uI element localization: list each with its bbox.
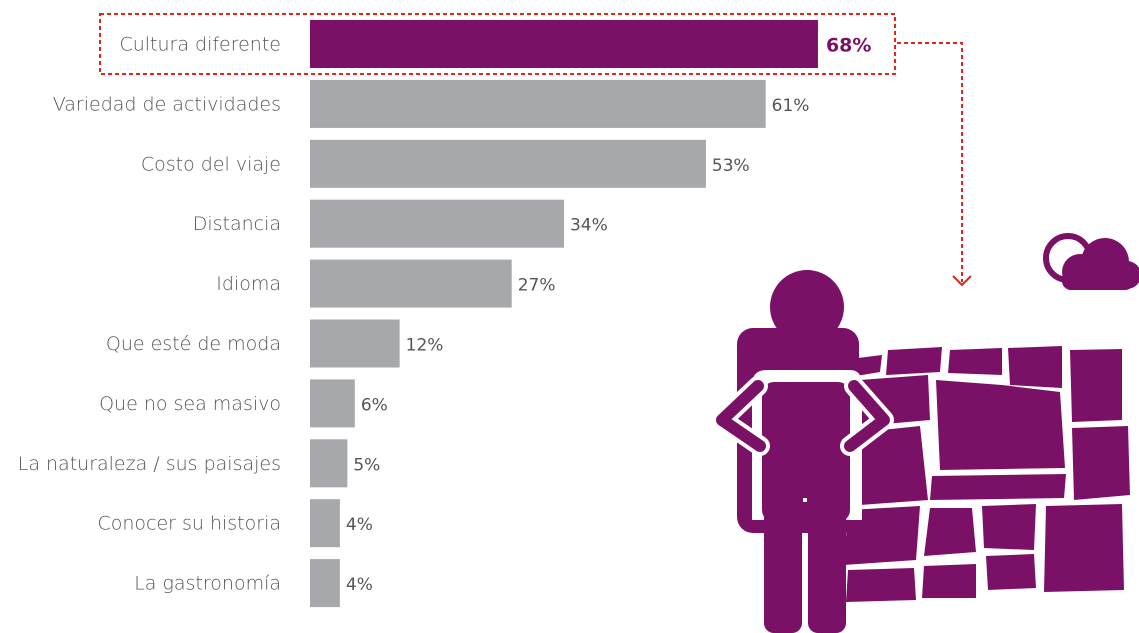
value-label: 61% — [772, 96, 810, 116]
value-label: 68% — [826, 35, 871, 57]
value-label: 53% — [712, 156, 750, 176]
category-label: La gastronomía — [134, 573, 281, 595]
category-label: Distancia — [193, 213, 281, 235]
category-label: La naturaleza / sus paisajes — [18, 453, 281, 475]
bar — [310, 259, 512, 308]
highlight-box — [99, 13, 896, 75]
value-label: 4% — [346, 575, 373, 595]
category-label: Que esté de moda — [106, 333, 281, 355]
hiker — [712, 270, 894, 633]
bar — [310, 499, 340, 548]
illustration — [712, 233, 1139, 633]
bar — [310, 79, 766, 128]
cloud — [1043, 233, 1139, 290]
stone-wall — [844, 346, 1130, 602]
callout-line — [897, 42, 963, 282]
value-label: 12% — [406, 336, 444, 356]
bar — [310, 559, 340, 608]
bar — [310, 379, 355, 428]
value-label: 4% — [346, 515, 373, 535]
bar — [310, 199, 564, 248]
value-label: 27% — [518, 276, 556, 296]
value-label: 6% — [361, 395, 388, 415]
category-label: Que no sea masivo — [99, 393, 281, 415]
category-label: Cultura diferente — [119, 34, 281, 56]
category-label: Conocer su historia — [97, 513, 281, 535]
highlight-callout — [99, 13, 972, 287]
category-label: Idioma — [216, 273, 281, 295]
bar — [310, 319, 400, 368]
value-label: 34% — [570, 216, 608, 236]
category-label: Costo del viaje — [141, 153, 281, 175]
callout-arrow — [952, 275, 972, 287]
category-label: Variedad de actividades — [53, 93, 281, 115]
bar — [310, 20, 818, 68]
bar — [310, 439, 348, 488]
value-label: 5% — [353, 455, 380, 475]
bar — [310, 139, 706, 188]
